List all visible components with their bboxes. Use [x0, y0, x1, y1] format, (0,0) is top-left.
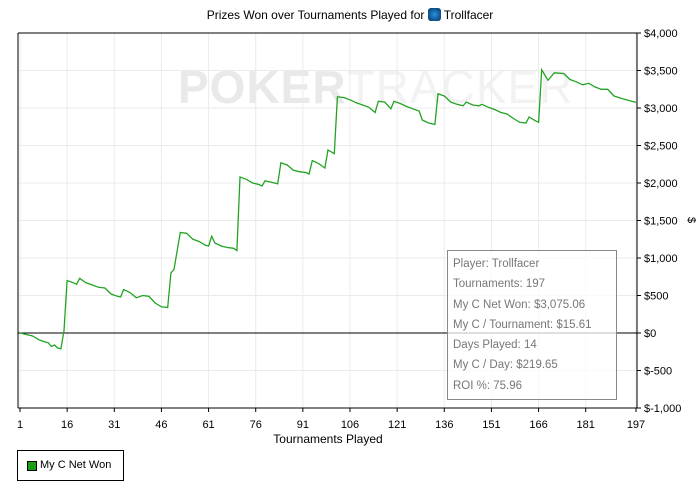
tooltip-per-tournament: My C / Tournament: $15.61 [453, 318, 592, 331]
pokerstars-spade-icon [427, 8, 441, 21]
x-tick-label: 151 [482, 419, 500, 431]
y-tick-label: $3,000 [644, 103, 678, 115]
x-tick-label: 1 [17, 419, 23, 431]
tooltip-per-day: My C / Day: $219.65 [453, 359, 558, 372]
x-tick-label: 31 [108, 419, 120, 431]
y-tick-label: $1,000 [644, 253, 678, 265]
y-axis-label: $ [685, 216, 698, 224]
x-tick-label: 181 [577, 419, 595, 431]
tooltip-tournaments: Tournaments: 197 [453, 278, 546, 291]
x-tick-label: 91 [297, 419, 309, 431]
y-tick-label: $500 [644, 291, 668, 303]
series-line-my-c-net-won [19, 67, 637, 350]
tooltip-days-played: Days Played: 14 [453, 339, 537, 352]
x-tick-label: 166 [529, 419, 547, 431]
y-tick-label: $0 [644, 328, 656, 340]
x-tick-label: 136 [435, 419, 453, 431]
watermark: POKERTRACKER [178, 61, 574, 113]
legend[interactable]: My C Net Won [17, 450, 124, 481]
tooltip-player: Player: Trollfacer [453, 258, 540, 270]
chart-title: Prizes Won over Tournaments Played for T… [206, 8, 494, 22]
x-tick-label: 61 [202, 419, 214, 431]
y-tick-label: $-1,000 [644, 403, 681, 415]
legend-swatch [27, 461, 37, 471]
y-tick-label: $2,000 [644, 178, 678, 190]
legend-label: My C Net Won [40, 459, 112, 471]
x-tick-label: 76 [250, 419, 262, 431]
x-tick-label: 46 [155, 419, 167, 431]
tooltip-roi: ROI %: 75.96 [453, 379, 523, 392]
y-tick-label: $2,500 [644, 141, 678, 153]
y-tick-label: $3,500 [644, 66, 678, 78]
y-tick-label: $4,000 [644, 28, 678, 40]
y-tick-label: $-500 [644, 366, 672, 378]
tooltip-net-won: My C Net Won: $3,075.06 [453, 298, 586, 311]
x-tick-label: 16 [61, 419, 73, 431]
stats-tooltip: Player: Trollfacer Tournaments: 197 My C… [447, 250, 617, 400]
title-player: Trollfacer [443, 8, 494, 22]
x-tick-label: 197 [627, 419, 645, 431]
x-tick-label: 121 [388, 419, 406, 431]
x-tick-label: 106 [341, 419, 359, 431]
x-axis-label: Tournaments Played [273, 432, 383, 446]
y-tick-label: $1,500 [644, 216, 678, 228]
